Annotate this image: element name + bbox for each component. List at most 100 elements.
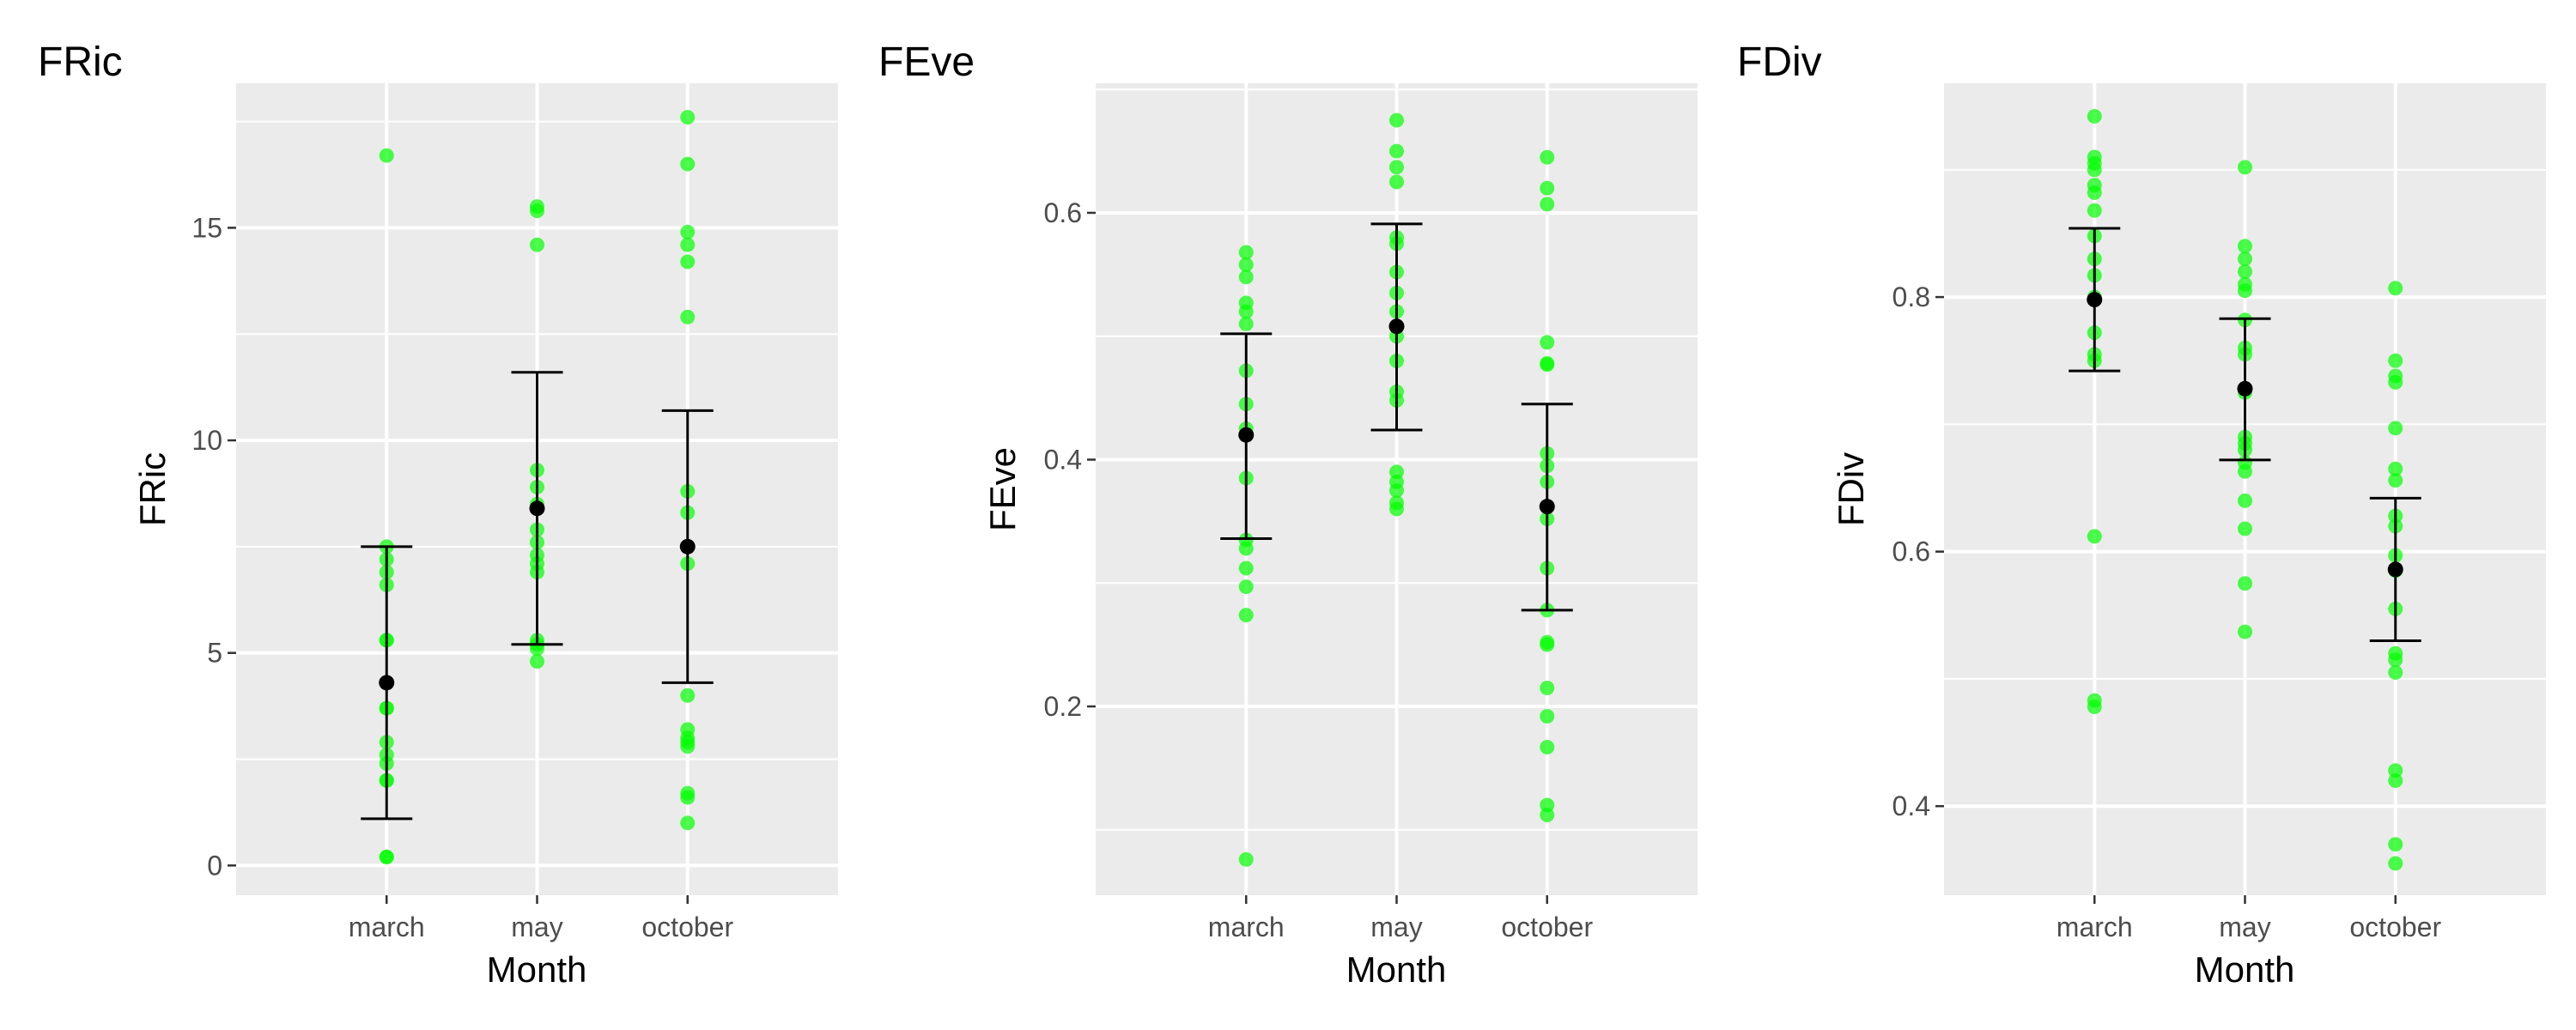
y-tick-label-feve-1: 0.4 — [1044, 444, 1082, 475]
data-point-feve-october-15 — [1540, 709, 1555, 724]
data-point-feve-october-3 — [1540, 335, 1555, 350]
y-tick-label-fdiv-2: 0.8 — [1893, 282, 1930, 312]
x-tick-label-fric-october: october — [641, 912, 733, 942]
x-tick-label-fdiv-march: march — [2057, 912, 2133, 942]
y-axis-title-fdiv: FDiv — [1831, 452, 1871, 526]
data-point-fdiv-october-14 — [2388, 665, 2403, 681]
panel-title-feve: FEve — [878, 39, 975, 85]
data-point-fdiv-may-17 — [2238, 576, 2252, 591]
data-point-fdiv-october-17 — [2388, 837, 2403, 852]
data-point-feve-october-5 — [1540, 357, 1555, 373]
panel-title-fdiv: FDiv — [1737, 39, 1822, 85]
data-point-feve-october-18 — [1540, 808, 1555, 823]
data-point-fric-october-3 — [680, 237, 696, 252]
y-tick-label-fric-0: 0 — [207, 850, 222, 881]
y-tick-label-fdiv-1: 0.6 — [1893, 536, 1930, 567]
x-axis-title-fric: Month — [487, 949, 587, 990]
y-axis-title-fric: FRic — [132, 452, 173, 526]
data-point-fdiv-may-18 — [2238, 624, 2252, 639]
data-point-fric-october-15 — [680, 790, 696, 805]
data-point-fdiv-october-13 — [2388, 652, 2403, 668]
data-point-fric-october-13 — [680, 739, 696, 754]
data-point-fdiv-march-6 — [2087, 203, 2102, 218]
data-point-feve-march-11 — [1238, 541, 1254, 556]
data-point-fdiv-may-3 — [2238, 264, 2252, 279]
gridlines-fric — [236, 83, 838, 895]
data-point-feve-march-4 — [1238, 304, 1254, 319]
data-point-feve-march-2 — [1238, 270, 1254, 285]
data-point-fric-march-15 — [379, 849, 394, 864]
mean-point-fric-october — [679, 538, 696, 554]
data-point-fric-may-15 — [530, 654, 544, 670]
mean-point-feve-march — [1238, 427, 1255, 443]
data-point-fdiv-may-2 — [2238, 251, 2252, 267]
data-point-feve-october-2 — [1540, 197, 1555, 212]
data-point-fric-october-9 — [680, 688, 696, 703]
data-point-feve-may-2 — [1389, 160, 1404, 175]
data-point-fric-october-1 — [680, 156, 696, 172]
data-point-fdiv-may-5 — [2238, 283, 2252, 299]
data-point-fric-october-5 — [680, 309, 696, 324]
data-point-fdiv-october-1 — [2388, 353, 2403, 368]
y-axis-title-feve: FEve — [982, 447, 1023, 531]
data-point-fdiv-may-0 — [2238, 160, 2252, 175]
panel-fric: FRic 0 5 10 15 march may october Month FRic — [38, 39, 838, 990]
data-point-feve-march-12 — [1238, 560, 1254, 576]
data-point-fdiv-march-5 — [2087, 185, 2102, 201]
y-axis-ticks-fric: 0 5 10 15 — [191, 212, 236, 881]
data-point-feve-march-1 — [1238, 257, 1254, 272]
panel-title-fric: FRic — [38, 39, 123, 85]
mean-point-fric-march — [379, 675, 395, 691]
data-point-fdiv-october-3 — [2388, 374, 2403, 390]
y-tick-label-fric-2: 10 — [191, 425, 222, 456]
x-tick-label-fric-march: march — [349, 912, 425, 942]
data-point-fric-may-2 — [530, 237, 544, 252]
data-point-fdiv-march-14 — [2087, 529, 2102, 544]
x-tick-label-fdiv-may: may — [2219, 912, 2270, 942]
data-point-fdiv-october-18 — [2388, 856, 2403, 871]
data-point-fric-march-0 — [379, 148, 394, 163]
data-point-fdiv-october-6 — [2388, 473, 2403, 488]
data-point-feve-march-13 — [1238, 579, 1254, 595]
data-point-fdiv-may-16 — [2238, 521, 2252, 536]
x-axis-ticks-fric: march may october — [349, 895, 733, 942]
data-point-fdiv-march-16 — [2087, 700, 2102, 715]
mean-point-fdiv-october — [2387, 561, 2403, 578]
data-point-feve-may-1 — [1389, 143, 1404, 159]
y-tick-label-feve-0: 0.2 — [1044, 691, 1082, 722]
mean-point-fdiv-may — [2237, 380, 2253, 397]
data-point-fdiv-may-1 — [2238, 239, 2252, 254]
x-tick-label-fric-may: may — [511, 912, 562, 942]
data-point-fric-may-1 — [530, 203, 544, 219]
mean-errorbars-feve — [1220, 222, 1573, 612]
x-axis-title-feve: Month — [1346, 949, 1447, 990]
data-point-fdiv-march-0 — [2087, 109, 2102, 124]
y-tick-label-fric-3: 15 — [191, 212, 222, 243]
data-point-fric-october-2 — [680, 224, 696, 239]
data-point-fdiv-may-14 — [2238, 464, 2252, 479]
data-point-fdiv-october-0 — [2388, 281, 2403, 296]
y-axis-ticks-feve: 0.2 0.4 0.6 — [1044, 197, 1096, 722]
panel-fdiv: FDiv 0.4 0.6 0.8 march may october Month FDi… — [1737, 39, 2546, 990]
data-point-fric-october-4 — [680, 254, 696, 270]
data-point-fdiv-may-15 — [2238, 493, 2252, 508]
x-tick-label-fdiv-october: october — [2349, 912, 2441, 942]
data-point-fric-october-0 — [680, 110, 696, 125]
data-point-feve-may-17 — [1389, 501, 1404, 517]
data-point-feve-may-0 — [1389, 112, 1404, 128]
data-point-fdiv-october-4 — [2388, 421, 2403, 436]
x-tick-label-feve-may: may — [1370, 912, 1422, 942]
y-tick-label-fdiv-0: 0.4 — [1893, 791, 1930, 821]
data-point-feve-october-14 — [1540, 680, 1555, 695]
data-point-feve-october-13 — [1540, 637, 1555, 652]
mean-errorbars-fdiv — [2069, 227, 2421, 642]
mean-errorbars-fric — [361, 371, 714, 821]
data-point-fric-october-16 — [680, 815, 696, 831]
x-axis-ticks-feve: march may october — [1208, 895, 1593, 942]
data-point-feve-march-0 — [1238, 245, 1254, 260]
data-point-feve-march-15 — [1238, 851, 1254, 867]
data-point-feve-march-14 — [1238, 608, 1254, 623]
data-point-fdiv-october-16 — [2388, 773, 2403, 789]
x-axis-title-fdiv: Month — [2195, 949, 2295, 990]
